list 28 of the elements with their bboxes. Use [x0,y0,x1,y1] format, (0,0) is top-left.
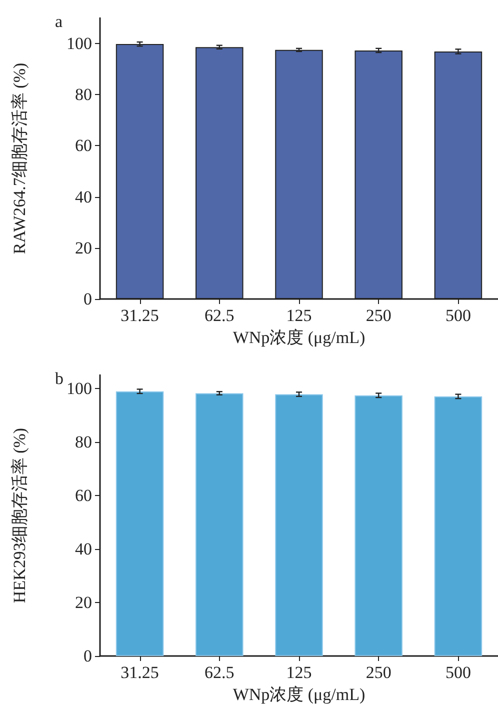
x-axis-title: WNp浓度 (μg/mL) [232,685,366,704]
x-tick-label: 31.25 [120,306,159,325]
x-axis-title: WNp浓度 (μg/mL) [232,328,366,347]
x-tick-label: 62.5 [204,306,234,325]
y-tick-label: 80 [75,85,92,104]
x-tick-label: 62.5 [204,663,234,682]
x-tick-label: 125 [286,306,312,325]
y-tick-label: 20 [75,238,92,258]
chart-title: a [55,12,63,31]
x-tick-label: 250 [366,663,392,682]
y-tick-label: 0 [84,290,92,308]
x-tick-label: 31.25 [120,663,159,682]
y-tick-label: 60 [75,136,92,156]
x-tick-label: 500 [445,306,471,325]
y-tick-label: 100 [66,378,92,398]
y-tick-label: 20 [75,592,92,612]
y-tick-label: 100 [66,34,92,54]
x-tick-label: 500 [445,663,471,682]
y-tick-label: 40 [75,539,92,558]
y-tick-label: 80 [75,432,92,452]
y-tick-label: 0 [84,646,92,666]
x-tick-label: 125 [286,663,312,682]
y-axis-title: RAW264.7细胞存活率 (%) [10,62,29,254]
y-tick-label: 60 [75,486,92,505]
x-tick-label: 250 [366,306,392,325]
chart-title: b [55,369,64,388]
y-axis-title: HEK293细胞存活率 (%) [10,428,29,604]
y-tick-label: 40 [75,187,92,206]
